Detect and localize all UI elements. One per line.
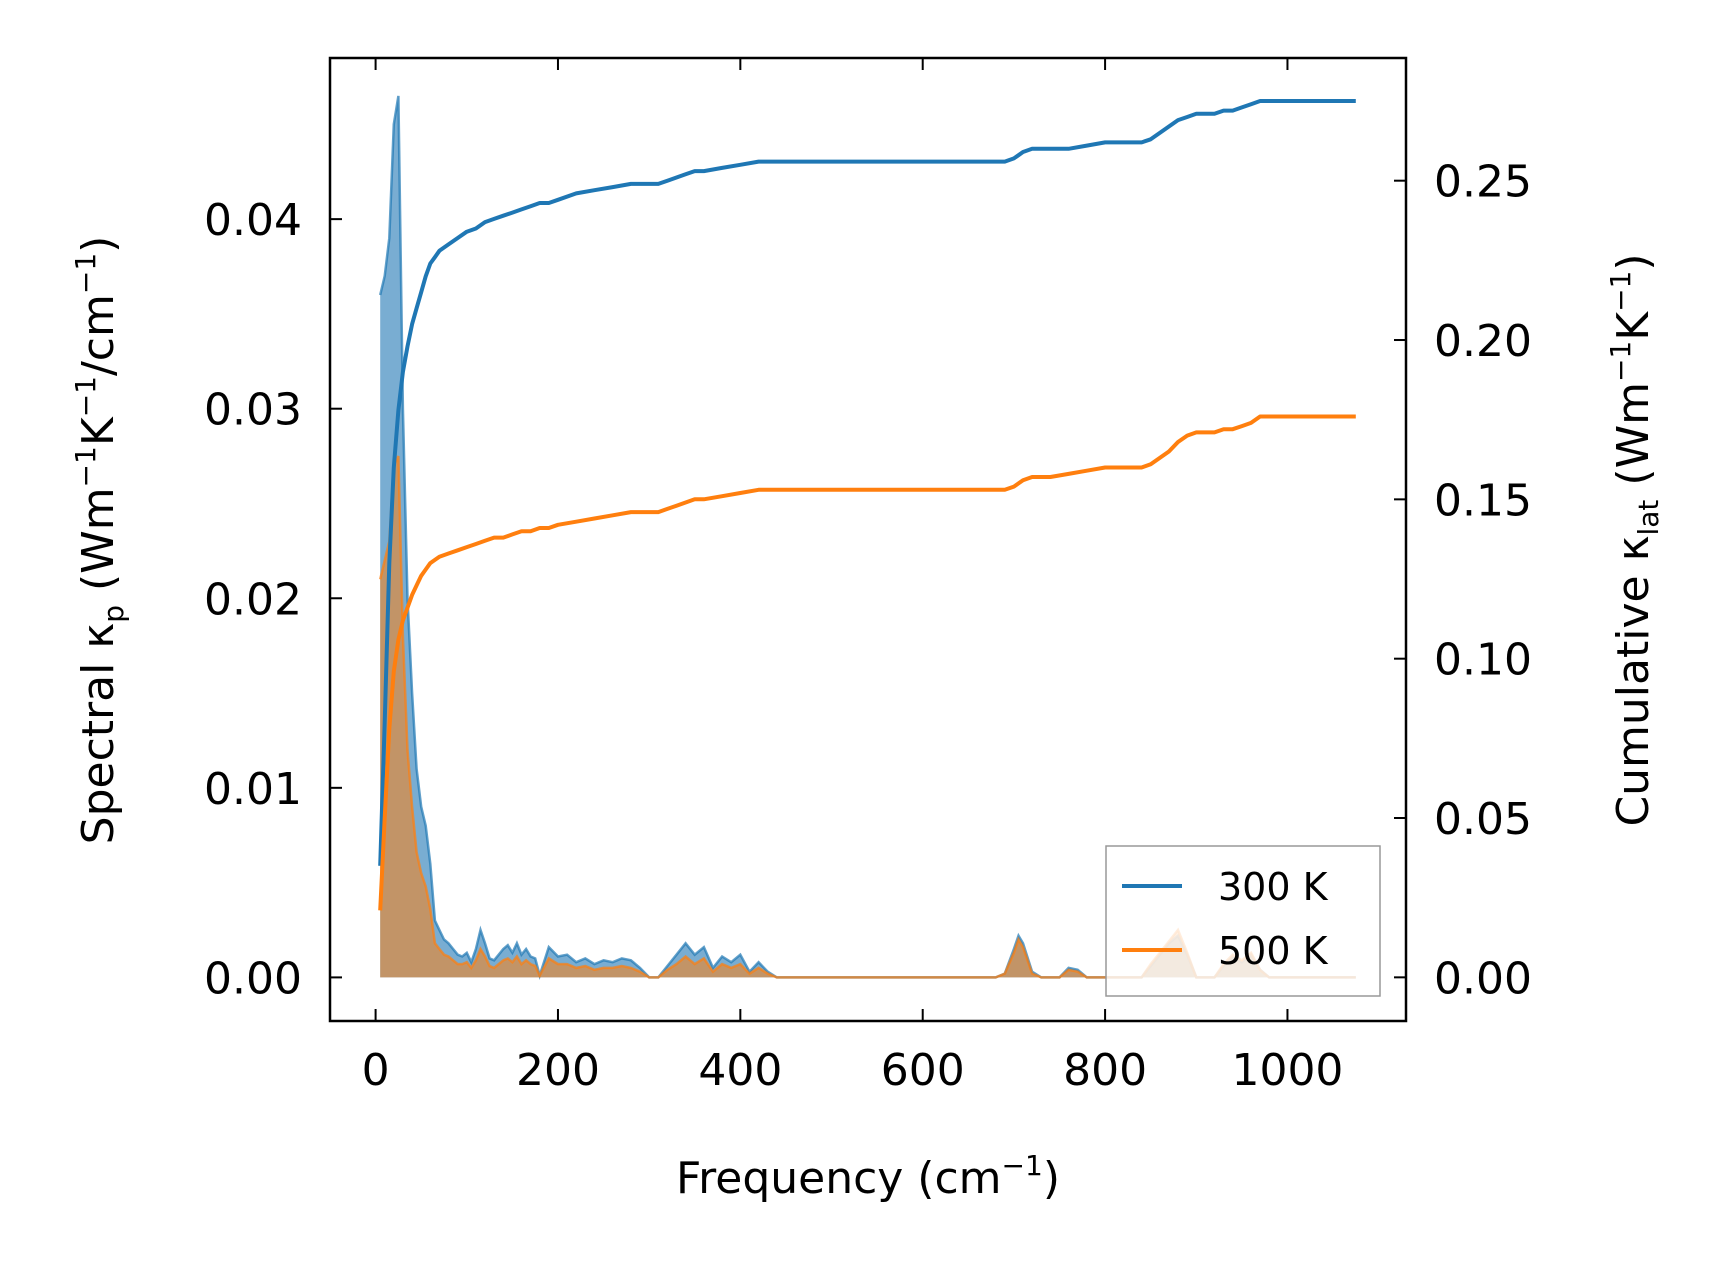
right-y-axis-label: Cumulative κlat (Wm−1K−1) xyxy=(1604,253,1665,826)
legend-box xyxy=(1105,845,1381,997)
left-y-tick-label: 0.03 xyxy=(204,385,302,436)
legend-label-500k: 500 K xyxy=(1218,929,1329,973)
x-tick-label: 400 xyxy=(698,1045,782,1096)
cumulative-layer xyxy=(378,99,1356,911)
left-y-tick-label: 0.01 xyxy=(204,764,302,815)
right-y-tick-label: 0.10 xyxy=(1434,635,1532,686)
x-tick-label: 1000 xyxy=(1231,1045,1343,1096)
left-y-tick-label: 0.00 xyxy=(204,953,302,1004)
right-y-tick-label: 0.05 xyxy=(1434,794,1532,845)
x-tick-label: 800 xyxy=(1063,1045,1147,1096)
x-axis-label: Frequency (cm−1) xyxy=(676,1149,1060,1204)
x-tick-label: 600 xyxy=(881,1045,965,1096)
x-tick-label: 200 xyxy=(516,1045,600,1096)
right-y-tick-label: 0.00 xyxy=(1434,953,1532,1004)
ticks-layer: 0 200 400 600 800 1000 0.00 0.01 0.02 0.03 0.04 0.0… xyxy=(204,58,1532,1096)
right-y-tick-label: 0.20 xyxy=(1434,316,1532,367)
legend-label-300k: 300 K xyxy=(1218,865,1329,909)
right-y-tick-label: 0.25 xyxy=(1434,157,1532,208)
cumulative-line-300k xyxy=(378,99,1356,866)
cumulative-line-500k xyxy=(378,414,1356,911)
left-y-axis-label: Spectral κp (Wm−1K−1/cm−1) xyxy=(69,236,130,845)
plot-frame xyxy=(328,56,1408,1023)
left-y-tick-label: 0.02 xyxy=(204,574,302,625)
legend: 300 K 500 K xyxy=(1105,845,1381,997)
left-y-tick-label: 0.04 xyxy=(204,195,302,246)
x-tick-label: 0 xyxy=(362,1045,390,1096)
right-y-tick-label: 0.15 xyxy=(1434,475,1532,526)
